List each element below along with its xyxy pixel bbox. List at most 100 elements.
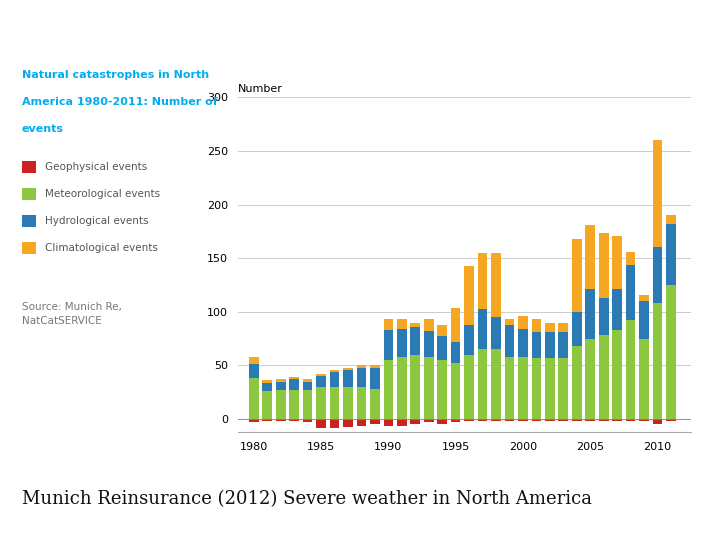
Bar [585,289,595,339]
Text: Meteorological events: Meteorological events [45,190,160,199]
Bar [397,329,407,357]
Bar [451,419,461,422]
Bar [356,368,366,387]
Bar [262,383,272,391]
Bar [330,419,339,428]
Bar [249,379,258,419]
Bar [639,301,649,339]
Bar [531,358,541,419]
Bar [410,322,420,327]
Bar [491,253,501,317]
Bar [585,225,595,289]
Bar [612,330,622,419]
Text: Climatological events: Climatological events [45,244,158,253]
Bar [276,380,286,382]
Bar [330,370,339,372]
Bar [289,390,299,419]
Bar [559,322,568,332]
Bar [356,366,366,368]
Bar [599,335,608,419]
Bar [464,355,474,419]
Bar [505,325,514,357]
Bar [410,355,420,419]
Bar [302,382,312,390]
Bar [343,368,353,370]
Bar [599,298,608,335]
Bar [249,419,258,422]
Bar [276,382,286,390]
Bar [653,247,662,303]
Bar [410,327,420,355]
Bar [316,374,326,376]
Bar [666,215,676,224]
Bar [370,368,379,389]
Bar [384,330,393,360]
Bar [518,316,528,329]
Bar [262,391,272,419]
Bar [424,331,433,357]
Bar [572,239,582,312]
Bar [370,389,379,419]
Text: Natural catastrophes in North: Natural catastrophes in North [22,70,209,80]
Bar [478,419,487,421]
Bar [316,387,326,419]
Bar [437,336,447,360]
Bar [370,366,379,368]
Bar [464,419,474,421]
Bar [330,387,339,419]
Bar [397,357,407,419]
Bar [343,370,353,387]
Bar [424,419,433,422]
Bar [545,332,554,358]
Bar [572,419,582,421]
Bar [437,325,447,336]
Bar [531,319,541,332]
Bar [289,377,299,380]
Bar [531,419,541,421]
Text: Number: Number [238,84,282,94]
Bar [505,357,514,419]
Bar [249,357,258,364]
Bar [262,381,272,383]
Bar [397,419,407,426]
Text: Geophysical events: Geophysical events [45,163,147,172]
Bar [276,419,286,421]
Bar [626,252,636,265]
Bar [639,339,649,419]
Text: Source: Munich Re,
NatCatSERVICE: Source: Munich Re, NatCatSERVICE [22,302,122,326]
Bar [612,289,622,330]
Bar [330,372,339,387]
Text: America 1980-2011: Number of: America 1980-2011: Number of [22,97,217,107]
Bar [545,419,554,421]
Bar [478,349,487,419]
Bar [559,358,568,419]
Bar [437,419,447,424]
Bar [356,419,366,426]
Bar [572,346,582,419]
Bar [478,253,487,308]
Bar [531,332,541,358]
Bar [505,319,514,325]
Bar [518,329,528,357]
Bar [424,319,433,331]
Bar [370,419,379,424]
Bar [491,349,501,419]
Bar [518,419,528,421]
Bar [626,320,636,419]
Text: events: events [22,124,63,134]
Bar [545,358,554,419]
Bar [276,390,286,419]
Bar [639,419,649,421]
Bar [356,387,366,419]
Bar [437,360,447,419]
Bar [316,419,326,428]
Bar [451,307,461,342]
Bar [491,317,501,349]
Bar [653,303,662,419]
Bar [653,140,662,247]
Bar [384,319,393,330]
Bar [518,357,528,419]
Bar [585,339,595,419]
Bar [585,419,595,421]
Bar [639,295,649,301]
